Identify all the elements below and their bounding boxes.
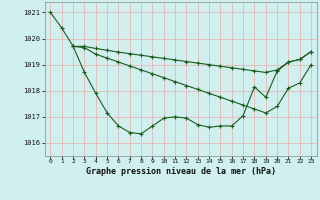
X-axis label: Graphe pression niveau de la mer (hPa): Graphe pression niveau de la mer (hPa) [86,167,276,176]
